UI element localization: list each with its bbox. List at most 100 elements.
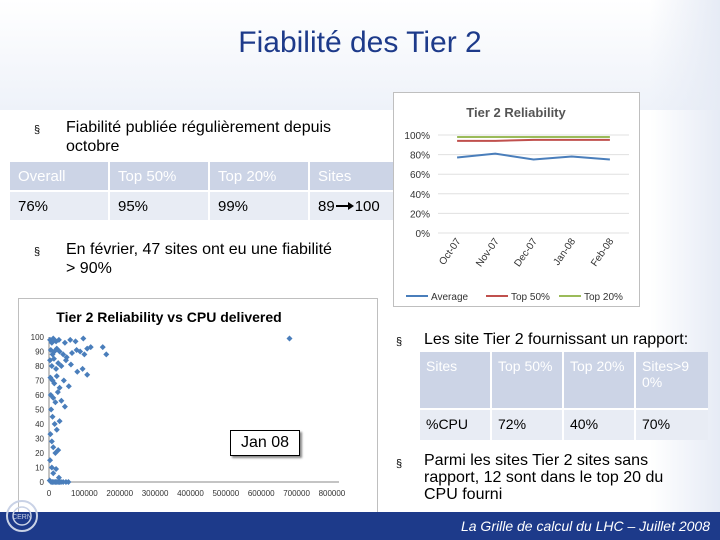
x-tick-label: 100000 bbox=[71, 489, 98, 498]
x-tick-label: Dec-07 bbox=[512, 236, 540, 269]
y-tick-label: 40% bbox=[410, 190, 430, 201]
x-tick-label: Nov-07 bbox=[474, 236, 502, 269]
scatter-point bbox=[51, 380, 58, 387]
y-tick-label: 100 bbox=[31, 333, 45, 342]
scatter-point bbox=[55, 447, 62, 454]
scatter-point bbox=[48, 339, 55, 346]
x-tick-label: Feb-08 bbox=[589, 236, 616, 269]
y-tick-label: 0% bbox=[416, 229, 431, 240]
table-cell-top50: 95% bbox=[108, 190, 209, 220]
x-tick-label: Jan-08 bbox=[552, 236, 579, 268]
y-tick-label: 60 bbox=[35, 391, 44, 400]
table-cell-top50: 72% bbox=[490, 408, 563, 440]
scatter-point bbox=[81, 351, 88, 358]
tier2-reliability-chart: Tier 2 Reliability 0% 20% 40% 60% 80% 100% Oc… bbox=[393, 92, 640, 307]
arrow-right-icon bbox=[335, 201, 354, 210]
side-background bbox=[650, 0, 720, 540]
table-header-sites: Sites bbox=[420, 352, 491, 409]
scatter-point bbox=[77, 348, 84, 355]
table-cell-sites-90: 70% bbox=[634, 408, 708, 440]
y-tick-label: 50 bbox=[35, 406, 44, 415]
scatter-point bbox=[48, 438, 55, 445]
scatter-point bbox=[49, 413, 56, 420]
scatter-point bbox=[56, 418, 63, 425]
scatter-point bbox=[103, 351, 110, 358]
scatter-point bbox=[60, 377, 67, 384]
scatter-point bbox=[55, 474, 62, 481]
scatter-point bbox=[65, 479, 72, 485]
scatter-point bbox=[67, 361, 74, 368]
series-line-average bbox=[456, 152, 610, 161]
scatter-point bbox=[52, 399, 59, 406]
table-cell-sites: 89 100 bbox=[308, 190, 395, 220]
scatter-point bbox=[55, 336, 62, 343]
scatter-point bbox=[47, 374, 54, 381]
x-tick-label: 600000 bbox=[248, 489, 275, 498]
line-chart-svg: Tier 2 Reliability 0% 20% 40% 60% 80% 100% Oc… bbox=[404, 105, 629, 303]
scatter-point bbox=[60, 351, 67, 358]
x-tick-label: 700000 bbox=[283, 489, 310, 498]
header-background bbox=[0, 0, 720, 110]
slide-title: Fiabilité des Tier 2 bbox=[238, 26, 482, 59]
scatter-point bbox=[54, 389, 61, 396]
table-header-top50: Top 50% bbox=[108, 162, 209, 191]
y-tick-label: 80 bbox=[35, 362, 44, 371]
scatter-point bbox=[61, 339, 68, 346]
scatter-point bbox=[50, 470, 57, 477]
bullet-text-line1: Parmi les sites Tier 2 sites sans bbox=[424, 452, 649, 469]
scatter-point bbox=[67, 336, 74, 343]
scatter-point bbox=[58, 397, 65, 404]
legend-label: Top 20% bbox=[584, 292, 623, 303]
legend-label: Top 50% bbox=[511, 292, 550, 303]
scatter-point bbox=[50, 335, 57, 342]
y-tick-label: 40 bbox=[35, 420, 44, 429]
jan-08-callout: Jan 08 bbox=[230, 430, 300, 456]
footer-bar: La Grille de calcul du LHC – Juillet 200… bbox=[0, 512, 720, 540]
scatter-point bbox=[56, 348, 63, 355]
x-tick-label: Oct-07 bbox=[437, 236, 463, 267]
x-tick-label: 400000 bbox=[177, 489, 204, 498]
scatter-point bbox=[56, 384, 63, 391]
x-tick-label: 0 bbox=[47, 489, 52, 498]
scatter-point bbox=[48, 363, 55, 369]
y-tick-label: 20% bbox=[410, 209, 430, 220]
y-tick-label: 70 bbox=[35, 377, 44, 386]
scatter-chart-svg: Tier 2 Reliability vs CPU delivered 0 10 2… bbox=[31, 309, 346, 498]
scatter-point bbox=[55, 360, 62, 367]
x-tick-label: 300000 bbox=[142, 489, 169, 498]
bullet-marker: § bbox=[396, 458, 403, 470]
bullet-text-line1: Fiabilité publiée régulièrement depuis bbox=[66, 119, 332, 136]
scatter-point bbox=[62, 357, 69, 364]
cpu-table: Sites Top 50% Top 20% Sites>9 0% %CPU 72… bbox=[420, 352, 708, 440]
bullet-text: Les site Tier 2 fournissant un rapport: bbox=[424, 331, 689, 348]
table-cell-top20: 99% bbox=[208, 190, 309, 220]
scatter-point bbox=[286, 335, 293, 342]
scatter-point bbox=[51, 421, 58, 427]
scatter-point bbox=[79, 365, 86, 372]
y-tick-label: 100% bbox=[404, 131, 430, 142]
reliability-vs-cpu-chart: Tier 2 Reliability vs CPU delivered 0 10 2… bbox=[18, 298, 378, 513]
scatter-point bbox=[58, 363, 65, 369]
logo-text: CERN bbox=[12, 514, 32, 521]
y-tick-label: 30 bbox=[35, 435, 44, 444]
scatter-point bbox=[68, 349, 75, 356]
scatter-point bbox=[72, 338, 79, 345]
footer-text: La Grille de calcul du LHC – Juillet 200… bbox=[460, 518, 710, 534]
legend-label: Average bbox=[431, 292, 469, 303]
cern-logo: CERN bbox=[6, 500, 38, 532]
scatter-point bbox=[53, 373, 60, 380]
bullet-marker: § bbox=[396, 336, 403, 348]
bullet-text-line1: En février, 47 sites ont eu une fiabilit… bbox=[66, 241, 332, 258]
scatter-point bbox=[50, 355, 57, 362]
scatter-point bbox=[99, 344, 106, 351]
scatter-point bbox=[53, 345, 60, 352]
table-header-sites: Sites bbox=[308, 162, 395, 191]
scatter-point bbox=[53, 365, 60, 372]
table-cell-top20: 40% bbox=[562, 408, 635, 440]
table-cell-cpu: %CPU bbox=[420, 408, 491, 440]
y-tick-label: 20 bbox=[35, 449, 44, 458]
table-header-top50: Top 50% bbox=[490, 352, 563, 409]
reliability-table: Overall Top 50% Top 20% Sites 76% 95% 99… bbox=[10, 162, 395, 220]
scatter-point bbox=[53, 426, 60, 433]
scatter-point bbox=[84, 371, 91, 378]
